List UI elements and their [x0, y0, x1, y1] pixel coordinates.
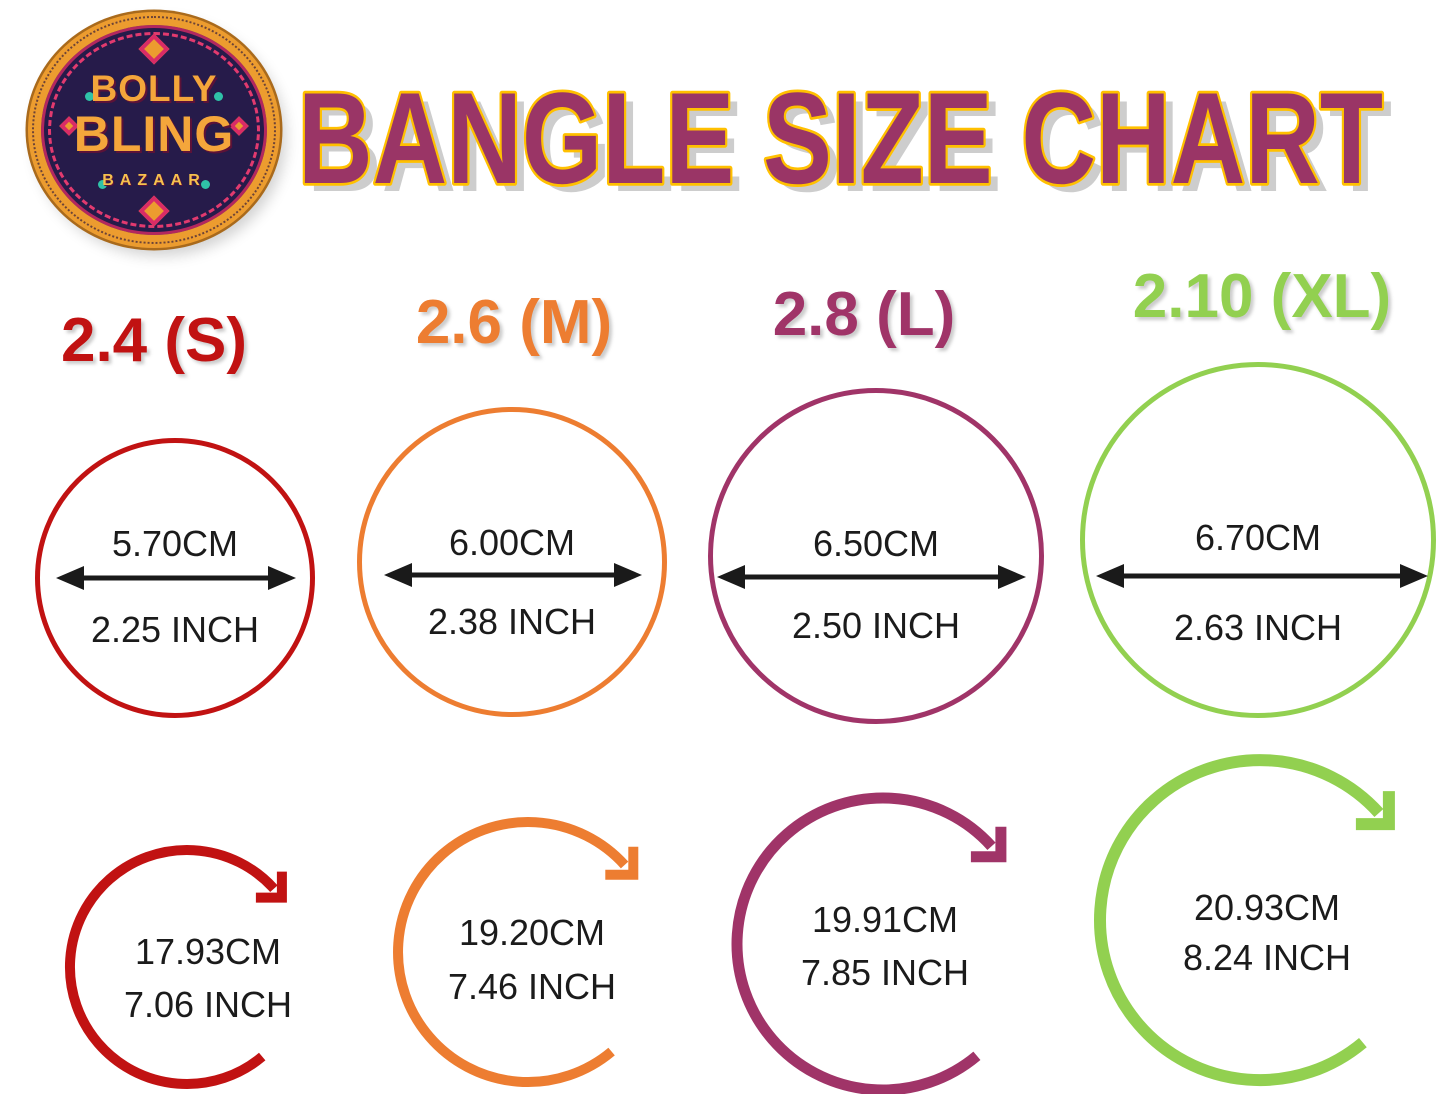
circumference-inch-label-l: 7.85 INCH [800, 952, 970, 993]
diameter-arrow-l [717, 565, 1026, 589]
circumference-inch-label-m: 7.46 INCH [447, 966, 617, 1007]
circumference-inch-label-xl: 8.24 INCH [1182, 937, 1352, 978]
page-title: BANGLE SIZE CHART BANGLE SIZE CHART [295, 62, 1392, 219]
size-heading-m: 2.6 (M) [415, 288, 613, 357]
diameter-inch-label-xl: 2.63 INCH [1173, 607, 1343, 648]
diameter-cm-label-s: 5.70CM [111, 523, 239, 564]
diameter-inch-label-s: 2.25 INCH [90, 609, 260, 650]
diameter-cm-label-m: 6.00CM [448, 522, 576, 563]
arc-arrowhead-icon [1355, 791, 1395, 831]
circumference-cm-label-l: 19.91CM [811, 899, 959, 940]
logo-text-bolly: BOLLY [90, 68, 218, 109]
logo-accent-dot [85, 92, 94, 101]
arc-arrowhead-icon [970, 826, 1007, 863]
inner-diameter-circle-s [35, 438, 315, 718]
logo-dotted-border [32, 16, 276, 244]
diameter-inch-label-l: 2.50 INCH [791, 605, 961, 646]
circumference-arc-s [65, 845, 287, 1089]
size-heading-s: 2.4 (S) [60, 306, 248, 375]
logo-accent-dot [201, 180, 210, 189]
diameter-arrow-xl [1096, 564, 1428, 588]
diameter-cm-label-xl: 6.70CM [1194, 517, 1322, 558]
circumference-cm-label-s: 17.93CM [134, 931, 282, 972]
diameter-cm-label-l: 6.50CM [812, 523, 940, 564]
arc-arrowhead-icon [255, 871, 287, 903]
size-heading-l: 2.8 (L) [772, 280, 956, 349]
inner-diameter-circle-l [708, 388, 1044, 724]
diameter-inch-label-m: 2.38 INCH [427, 601, 597, 642]
page-title-shadow: BANGLE SIZE CHART [307, 73, 1392, 219]
circumference-arc-m [393, 817, 639, 1087]
inner-diameter-circle-m [357, 407, 667, 717]
circumference-arc-l [731, 792, 1007, 1094]
diameter-arrow-s [56, 566, 296, 590]
arc-arrowhead-icon [605, 846, 639, 880]
circumference-cm-label-xl: 20.93CM [1193, 887, 1341, 928]
page-title-text: BANGLE SIZE CHART [298, 65, 1383, 211]
bolly-bling-logo: BOLLY BLING BAZAAR [28, 12, 280, 248]
logo-accent-dot [214, 92, 223, 101]
diameter-arrow-m [384, 563, 642, 587]
logo-accent-dot [98, 180, 107, 189]
logo-text-bazaar: BAZAAR [102, 172, 206, 189]
circumference-inch-label-s: 7.06 INCH [123, 984, 293, 1025]
circumference-cm-label-m: 19.20CM [458, 912, 606, 953]
inner-diameter-circle-xl [1080, 362, 1436, 718]
size-heading-xl: 2.10 (XL) [1132, 262, 1392, 331]
logo-text-bling: BLING [73, 106, 235, 162]
circumference-arc-xl [1094, 754, 1395, 1087]
